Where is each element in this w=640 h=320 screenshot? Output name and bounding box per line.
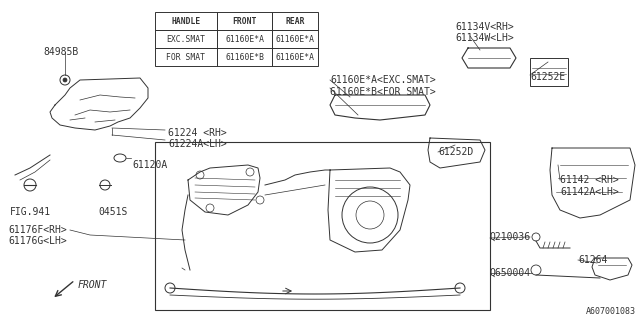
Text: FOR SMAT: FOR SMAT	[166, 52, 205, 61]
Text: 61176G<LH>: 61176G<LH>	[8, 236, 67, 246]
Text: 61120A: 61120A	[132, 160, 167, 170]
Text: 61160E*A: 61160E*A	[275, 52, 314, 61]
Text: 61134W<LH>: 61134W<LH>	[455, 33, 514, 43]
Text: 61160E*A: 61160E*A	[225, 35, 264, 44]
Text: HANDLE: HANDLE	[172, 17, 200, 26]
Text: EXC.SMAT: EXC.SMAT	[166, 35, 205, 44]
Text: 61160E*A: 61160E*A	[275, 35, 314, 44]
Bar	[217, 48, 272, 66]
Text: 61252E: 61252E	[530, 72, 565, 82]
Text: 61224A<LH>: 61224A<LH>	[168, 139, 227, 149]
Bar	[530, 58, 568, 86]
Bar	[272, 12, 318, 30]
Bar	[155, 12, 217, 30]
Text: FRONT: FRONT	[78, 280, 108, 290]
Text: Q210036: Q210036	[490, 232, 531, 242]
Bar	[272, 30, 318, 48]
Text: 61134V<RH>: 61134V<RH>	[455, 22, 514, 32]
Bar	[155, 142, 490, 310]
Text: 61176F<RH>: 61176F<RH>	[8, 225, 67, 235]
Bar	[155, 48, 217, 66]
Circle shape	[63, 78, 67, 82]
Text: 61142A<LH>: 61142A<LH>	[560, 187, 619, 197]
Bar	[217, 12, 272, 30]
Bar	[272, 48, 318, 66]
Text: REAR: REAR	[285, 17, 305, 26]
Text: FRONT: FRONT	[232, 17, 257, 26]
Text: 0451S: 0451S	[98, 207, 127, 217]
Text: 61160E*A<EXC.SMAT>: 61160E*A<EXC.SMAT>	[330, 75, 436, 85]
Text: 61160E*B: 61160E*B	[225, 52, 264, 61]
Text: 61160E*B<FOR SMAT>: 61160E*B<FOR SMAT>	[330, 87, 436, 97]
Text: 61264: 61264	[578, 255, 607, 265]
Bar	[217, 30, 272, 48]
Text: 61252D: 61252D	[438, 147, 473, 157]
Text: 84985B: 84985B	[43, 47, 78, 57]
Text: A607001083: A607001083	[586, 307, 636, 316]
Text: 61142 <RH>: 61142 <RH>	[560, 175, 619, 185]
Bar	[155, 30, 217, 48]
Text: 61224 <RH>: 61224 <RH>	[168, 128, 227, 138]
Text: FIG.941: FIG.941	[10, 207, 51, 217]
Text: Q650004: Q650004	[490, 268, 531, 278]
